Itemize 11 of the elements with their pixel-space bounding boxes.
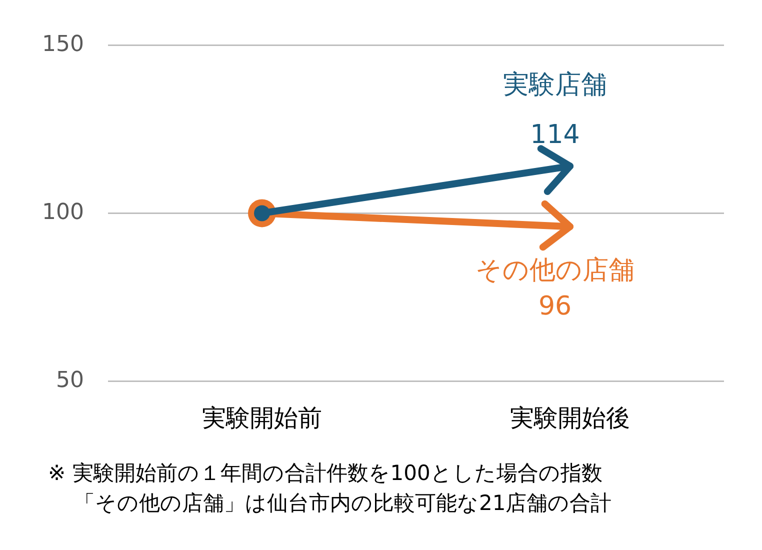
data-label: 96: [538, 291, 572, 322]
text: 実験店舗: [503, 70, 607, 100]
x-tick-label: 実験開始後: [510, 404, 630, 432]
data-label: 114: [530, 120, 580, 150]
series-label: その他の店舗: [476, 255, 634, 286]
y-tick-label: 50: [56, 368, 84, 393]
y-tick-label: 150: [42, 32, 84, 57]
x-tick-label: 実験開始前: [202, 404, 322, 432]
text: 「その他の店舗」は仙台市内の比較可能な21店舗の合計: [73, 490, 613, 517]
y-tick-label: 100: [42, 200, 84, 225]
text: ※ 実験開始前の１年間の合計件数を100とした場合の指数: [48, 460, 604, 487]
